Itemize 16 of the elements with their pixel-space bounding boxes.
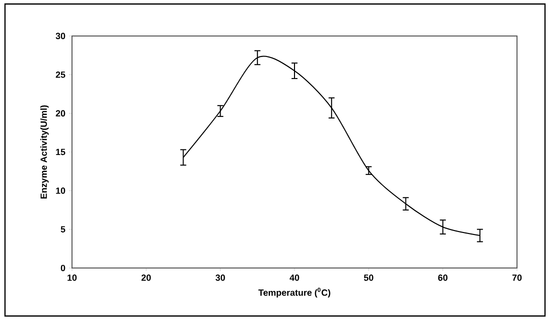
y-tick-label: 25 bbox=[56, 71, 66, 78]
y-tick-label: 10 bbox=[56, 187, 66, 194]
x-tick-label: 20 bbox=[141, 274, 151, 281]
y-tick-label: 20 bbox=[56, 110, 66, 117]
y-tick-label: 15 bbox=[56, 148, 66, 156]
x-tick-label: 60 bbox=[438, 274, 448, 281]
y-tick-label: 0 bbox=[60, 264, 66, 272]
x-tick-label: 30 bbox=[216, 274, 225, 281]
x-axis-title: Temperature ($^{0}$C) bbox=[258, 288, 330, 298]
x-tick-label: 10 bbox=[68, 274, 77, 281]
x-tick-label: 40 bbox=[290, 274, 300, 281]
x-tick-label: 70 bbox=[512, 274, 522, 281]
y-axis-title: Enzyme Activity(U/ml) bbox=[40, 105, 49, 198]
x-tick-label: 50 bbox=[364, 274, 374, 281]
y-tick-label: 5 bbox=[60, 226, 66, 232]
y-tick-label: 30 bbox=[56, 32, 66, 40]
